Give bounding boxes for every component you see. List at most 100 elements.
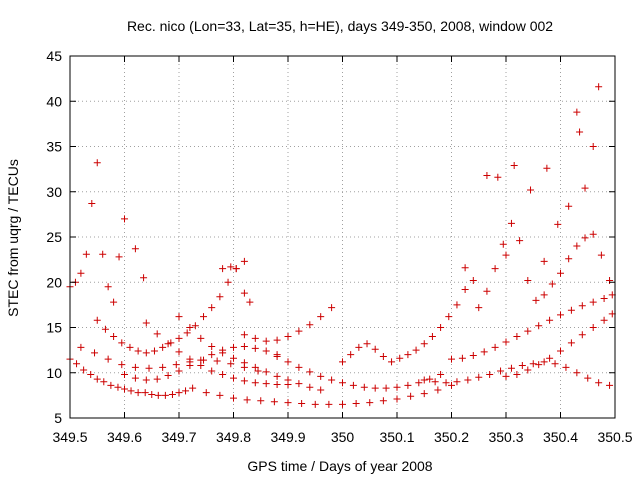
data-point (73, 360, 81, 368)
data-point (573, 369, 581, 377)
data-point (101, 325, 109, 333)
data-point (442, 379, 450, 387)
data-point (502, 251, 510, 259)
axis-ticks: 349.5 349.6 349.7 349.8 349.9 350 350.1 350.2 35… (46, 48, 632, 445)
data-point (461, 264, 469, 272)
x-tick-label: 350.3 (488, 429, 523, 445)
data-point (240, 343, 248, 351)
data-point (306, 368, 314, 376)
data-point (589, 143, 597, 150)
data-point (251, 363, 259, 371)
data-point (230, 354, 237, 362)
data-point (110, 333, 118, 341)
series-satellite-arc-1 (66, 355, 197, 399)
series-satellite-arc-8 (273, 352, 445, 392)
data-point (127, 387, 135, 395)
x-tick-label: 350.4 (543, 429, 578, 445)
data-point (483, 171, 491, 179)
data-point (502, 338, 510, 346)
data-point (295, 327, 303, 335)
data-point (142, 319, 150, 327)
data-point (600, 316, 608, 324)
data-point (208, 304, 216, 312)
data-point (404, 351, 412, 359)
data-point (352, 400, 360, 408)
data-point (219, 371, 227, 379)
data-point (273, 336, 281, 344)
data-point (535, 361, 543, 369)
data-point (562, 363, 570, 371)
data-point (532, 296, 540, 304)
data-point (216, 293, 224, 301)
y-tick-label: 45 (46, 48, 62, 64)
data-point (80, 366, 88, 374)
data-point (557, 311, 564, 319)
data-point (175, 348, 183, 356)
data-point (161, 391, 169, 399)
data-point (153, 330, 161, 338)
data-point (420, 390, 428, 398)
data-point (431, 378, 439, 386)
data-point (270, 398, 278, 406)
data-point (183, 329, 191, 337)
data-point (191, 322, 199, 330)
data-point (434, 386, 442, 394)
data-point (262, 380, 270, 388)
data-point (475, 304, 483, 312)
data-point (491, 343, 499, 351)
data-point (306, 321, 314, 329)
data-point (164, 371, 172, 379)
data-point (355, 343, 363, 351)
data-point (202, 389, 210, 397)
data-point (469, 352, 477, 360)
data-point (295, 363, 303, 371)
data-point (298, 400, 306, 408)
series-satellite-arc-12 (475, 219, 614, 312)
data-point (189, 384, 197, 392)
data-point (597, 251, 605, 259)
data-point (182, 387, 190, 395)
data-point (145, 364, 153, 372)
data-point (219, 265, 227, 273)
data-point (240, 363, 248, 371)
data-point (407, 392, 415, 400)
x-tick-label: 350.1 (379, 429, 414, 445)
series-satellite-arc-13 (483, 83, 603, 259)
data-point (420, 340, 428, 348)
data-point (104, 355, 112, 363)
series-satellite-arc-15 (121, 343, 281, 384)
y-tick-label: 20 (46, 274, 62, 290)
data-point (567, 339, 575, 347)
data-point (371, 384, 379, 392)
data-point (134, 389, 142, 397)
data-point (437, 324, 445, 331)
series-satellite-arc-16 (502, 310, 616, 380)
data-point (243, 396, 251, 404)
data-point (502, 372, 510, 380)
data-point (118, 361, 126, 369)
data-point (458, 354, 466, 362)
data-point (448, 381, 455, 389)
series-satellite-arc-11 (448, 291, 616, 363)
x-tick-label: 349.7 (161, 429, 196, 445)
data-point (115, 253, 123, 261)
data-point (121, 385, 128, 393)
data-point (486, 371, 494, 379)
data-point (175, 313, 183, 321)
data-point (197, 356, 205, 364)
data-point (142, 349, 150, 357)
data-point (339, 400, 346, 408)
data-point (606, 381, 614, 389)
data-point (426, 375, 434, 383)
x-axis-label: GPS time / Days of year 2008 (247, 458, 432, 474)
data-point (557, 269, 564, 277)
data-point (141, 389, 149, 397)
data-point (134, 347, 142, 355)
data-point (551, 360, 559, 368)
data-point (480, 348, 488, 356)
data-point (543, 164, 551, 172)
data-point (99, 250, 107, 258)
data-point (557, 347, 564, 355)
